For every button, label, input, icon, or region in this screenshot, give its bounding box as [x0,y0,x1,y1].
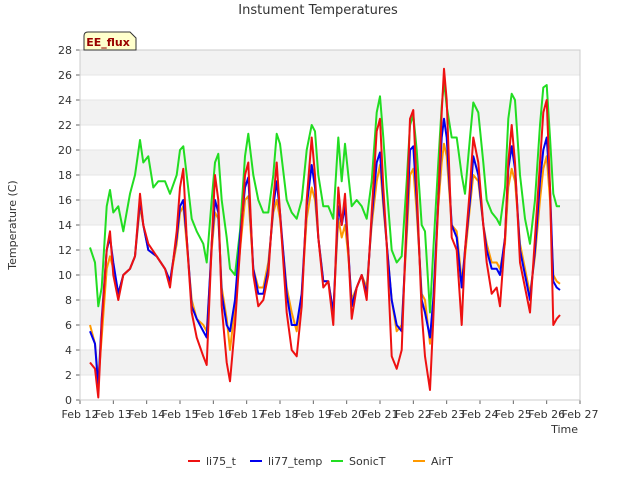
badge-label: EE_flux [86,36,130,49]
x-tick-label: Feb 18 [262,408,299,421]
legend-label: SonicT [349,455,386,468]
series-lines [89,67,561,399]
y-tick-label: 22 [58,119,72,132]
chart-title: Instument Temperatures [238,3,398,18]
x-tick-label: Feb 13 [95,408,132,421]
series-line-sonict [89,80,560,314]
x-tick-label: Feb 26 [528,408,565,421]
x-tick-label: Feb 27 [562,408,599,421]
y-tick-label: 24 [58,94,72,107]
y-tick-label: 12 [58,244,72,257]
y-tick-label: 20 [58,144,72,157]
x-tick-label: Feb 22 [395,408,432,421]
y-tick-label: 28 [58,44,72,57]
legend-label: li75_t [206,455,237,468]
y-tick-label: 0 [65,394,72,407]
y-tick-label: 16 [58,194,72,207]
y-tick-label: 18 [58,169,72,182]
x-tick-label: Feb 25 [495,408,532,421]
y-tick-label: 10 [58,269,72,282]
legend-item: li77_temp [250,455,322,468]
legend-item: li75_t [188,455,237,468]
grid-band [80,100,580,125]
x-tick-label: Feb 23 [428,408,465,421]
y-tick-label: 8 [65,294,72,307]
x-tick-label: Feb 20 [328,408,365,421]
x-tick-label: Feb 14 [128,408,165,421]
x-tick-label: Feb 16 [195,408,232,421]
x-tick-label: Feb 24 [462,408,499,421]
y-tick-label: 6 [65,319,72,332]
legend-label: AirT [431,455,453,468]
legend-label: li77_temp [268,455,322,468]
grid-band [80,50,580,75]
plot-frame [79,49,581,401]
y-tick-label: 14 [58,219,72,232]
grid-band [80,350,580,375]
x-tick-label: Feb 12 [62,408,99,421]
x-tick-label: Feb 15 [162,408,199,421]
series-line-li75-t [89,67,561,399]
y-tick-label: 4 [65,344,72,357]
legend: li75_t li77_temp SonicT AirT [188,455,453,468]
y-tick-label: 2 [65,369,72,382]
x-tick-label: Feb 19 [295,408,332,421]
x-tick-label: Feb 21 [362,408,399,421]
grid-band [80,150,580,175]
legend-item: SonicT [331,455,386,468]
x-axis-label: Time [550,423,578,436]
y-tick-label: 26 [58,69,72,82]
x-tick-label: Feb 17 [228,408,265,421]
legend-item: AirT [413,455,453,468]
y-axis-label: Temperature (C) [6,180,19,270]
ee-flux-badge: EE_flux [83,31,137,51]
